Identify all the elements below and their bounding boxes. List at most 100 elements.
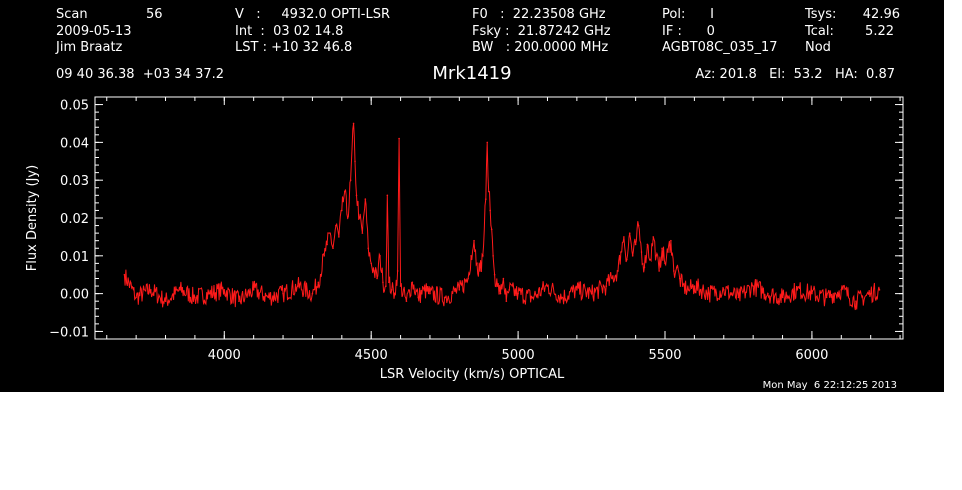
data-point (352, 122, 355, 125)
data-point (358, 217, 361, 219)
data-point (626, 258, 628, 261)
data-point (631, 255, 634, 257)
header-project: AGBT08C_035_17 (662, 40, 778, 55)
data-point (329, 232, 331, 234)
data-point (238, 300, 240, 302)
data-point (386, 194, 389, 197)
x-tick-label: 6000 (795, 348, 828, 363)
header-tsys-label: Tsys: (804, 7, 836, 22)
header-tcal-label: Tcal: (804, 24, 834, 39)
data-point (223, 289, 226, 291)
y-axis-label: Flux Density (Jy) (25, 165, 40, 271)
header-lst: LST : +10 32 46.8 (235, 40, 352, 55)
data-point (605, 285, 608, 287)
data-point (487, 190, 490, 193)
data-point (150, 289, 152, 291)
data-point (417, 296, 420, 299)
data-point (370, 262, 372, 265)
data-point (667, 251, 669, 253)
data-point (673, 270, 675, 272)
header-rest-frequency: F0 : 22.23508 GHz (472, 7, 606, 22)
data-point (658, 270, 660, 272)
data-point (825, 296, 828, 299)
data-point (869, 292, 872, 295)
plot-timestamp: Mon May 6 22:12:25 2013 (762, 380, 897, 391)
data-point (373, 270, 375, 272)
data-point (640, 251, 643, 253)
data-point (855, 300, 857, 302)
data-point (796, 289, 799, 291)
x-axis-label: LSR Velocity (km/s) OPTICAL (380, 367, 565, 382)
data-point (135, 296, 137, 299)
data-point (643, 266, 646, 268)
y-tick-label: 0.02 (60, 212, 89, 227)
data-point (502, 277, 505, 280)
data-point (311, 292, 314, 295)
data-point (479, 270, 481, 272)
data-point (492, 255, 494, 257)
data-point (282, 292, 284, 295)
trace-points (123, 122, 881, 302)
data-point (323, 255, 325, 257)
header-observer: Jim Braatz (55, 40, 123, 55)
data-point (399, 285, 402, 287)
data-point (208, 292, 211, 295)
data-point (652, 236, 655, 238)
data-point (349, 179, 352, 181)
data-point (496, 285, 499, 287)
data-point (482, 255, 484, 257)
data-point (405, 300, 408, 302)
data-point (388, 281, 390, 284)
x-tick-label: 4500 (355, 348, 388, 363)
axis-ticks: 4000 4500 5000 5500 6000 −0.01 0.00 0.01 0.02 0.0… (49, 97, 903, 363)
header-coordinates: 09 40 36.38 +03 34 37.2 (56, 67, 224, 82)
data-point (194, 296, 196, 299)
series-flux-line (123, 123, 880, 311)
data-point (376, 277, 378, 280)
data-point (708, 292, 710, 295)
data-point (379, 255, 381, 257)
data-point (423, 289, 425, 291)
data-point (390, 289, 393, 291)
data-point (781, 296, 784, 299)
data-point (393, 292, 396, 295)
x-tick-label: 5000 (502, 348, 535, 363)
data-point (341, 209, 343, 212)
data-point (678, 277, 681, 280)
data-point (467, 277, 469, 280)
data-point (164, 300, 167, 302)
data-point (355, 194, 358, 197)
data-point (476, 262, 478, 265)
data-point (628, 232, 631, 234)
data-point (382, 281, 384, 284)
data-point (661, 247, 663, 250)
data-point (752, 285, 754, 287)
data-point (443, 296, 446, 299)
data-point (361, 232, 364, 234)
spectrum-chart: Scan 56 2009-05-13 Jim Braatz V : 4932.0… (25, 7, 904, 382)
data-point (429, 292, 431, 295)
data-point (267, 296, 270, 299)
data-point (364, 198, 367, 200)
data-point (505, 300, 508, 302)
header-tcal-value: 5.22 (865, 24, 894, 39)
data-point (675, 266, 678, 268)
header-integration: Int : 03 02 14.8 (235, 24, 343, 39)
data-point (490, 228, 493, 231)
data-point (722, 289, 725, 291)
data-point (326, 243, 328, 246)
data-point (664, 262, 666, 265)
data-point (681, 285, 684, 287)
y-tick-label: 0.03 (60, 174, 89, 189)
data-point (499, 292, 502, 295)
header-if: IF : 0 (662, 24, 715, 39)
data-point (484, 198, 487, 200)
header-bandwidth: BW : 200.0000 MHz (472, 40, 608, 55)
header-mode: Nod (805, 40, 831, 55)
chart-title: Mrk1419 (432, 63, 511, 84)
data-point (878, 289, 881, 291)
spectrum-plot-window: Scan 56 2009-05-13 Jim Braatz V : 4932.0… (0, 0, 944, 392)
y-tick-label: 0.01 (60, 250, 89, 265)
header-scan-label: Scan (56, 7, 88, 22)
data-point (332, 247, 334, 250)
